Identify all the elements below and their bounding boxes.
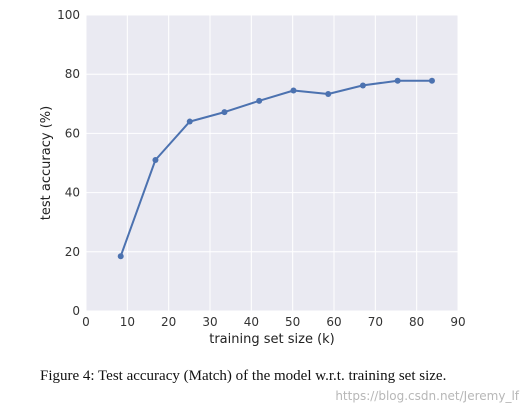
x-tick-label: 20: [161, 315, 176, 329]
data-point: [221, 109, 228, 116]
x-tick-label: 40: [244, 315, 259, 329]
x-tick-label: 80: [409, 315, 424, 329]
y-axis-label: test accuracy (%): [39, 106, 54, 220]
x-tick-label: 10: [120, 315, 135, 329]
grid-lines: [85, 14, 459, 312]
data-point: [186, 118, 193, 125]
y-tick-label: 100: [57, 8, 80, 22]
y-tick-label: 60: [65, 126, 80, 140]
x-tick-label: 60: [326, 315, 341, 329]
y-tick-label: 80: [65, 67, 80, 81]
figure-caption: Figure 4: Test accuracy (Match) of the m…: [40, 368, 447, 384]
data-point: [117, 253, 124, 260]
plot-area: [86, 15, 458, 311]
data-point: [359, 82, 366, 89]
series-layer: [117, 77, 435, 260]
x-tick-label: 30: [202, 315, 217, 329]
data-point: [152, 157, 159, 164]
series-line: [119, 79, 432, 257]
data-point: [394, 77, 401, 84]
y-tick-label: 40: [65, 186, 80, 200]
x-axis-label: training set size (k): [209, 332, 335, 347]
x-tick-label: 70: [368, 315, 383, 329]
data-point: [428, 77, 435, 84]
line-chart: 0 10 20 30 40 50 60 70 80 90 0 20 40 60 80 100 training…: [39, 8, 466, 347]
y-tick-label: 0: [72, 304, 80, 318]
data-point: [290, 87, 297, 94]
x-tick-label: 0: [82, 315, 90, 329]
x-tick-label: 90: [450, 315, 465, 329]
x-tick-label: 50: [285, 315, 300, 329]
watermark: https://blog.csdn.net/Jeremy_lf: [335, 389, 519, 403]
y-tick-label: 20: [65, 245, 80, 259]
data-point: [256, 97, 263, 104]
data-point: [325, 91, 332, 98]
tick-labels: 0 10 20 30 40 50 60 70 80 90 0 20 40 60 80 100: [57, 8, 466, 329]
